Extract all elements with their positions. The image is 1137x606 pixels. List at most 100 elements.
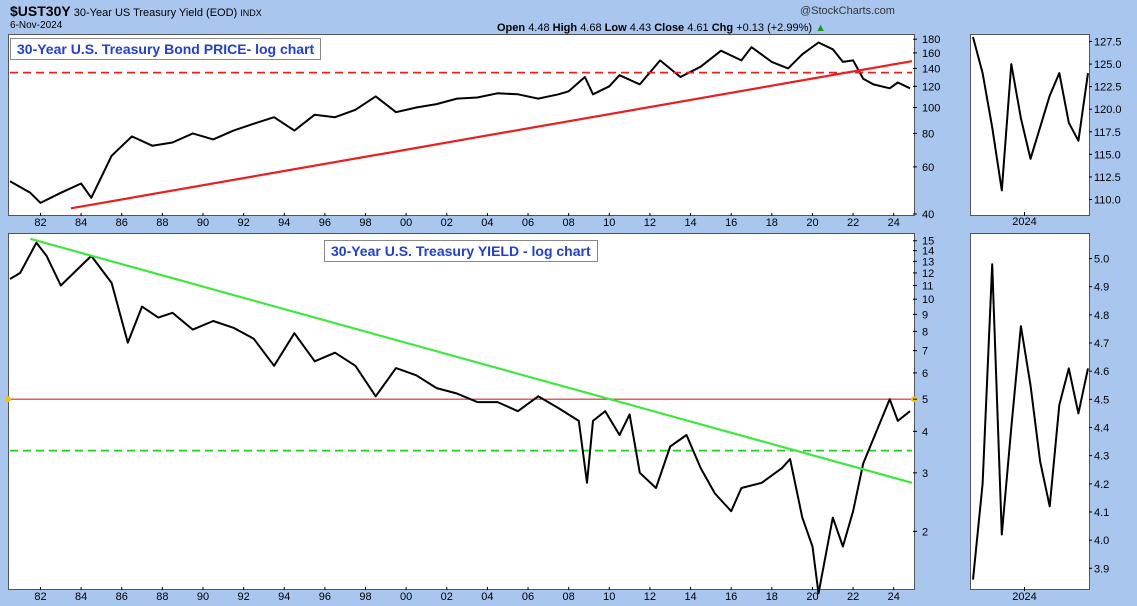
- yield-xtick-label: 98: [359, 591, 371, 603]
- open-label: Open: [497, 22, 526, 34]
- price-xtick-label: 84: [75, 217, 87, 229]
- price-xtick-label: 20: [806, 217, 818, 229]
- price-ytick-label: 40: [922, 209, 934, 221]
- price-ytick-label: 160: [922, 48, 940, 60]
- price-ytick-label: 140: [922, 63, 940, 75]
- yield-xtick-label: 02: [441, 591, 453, 603]
- yield-xtick-label: 06: [522, 591, 534, 603]
- price-xtick-label: 02: [441, 217, 453, 229]
- yield-ytick-label: 5: [922, 394, 928, 406]
- yield-xtick-label: 04: [481, 591, 493, 603]
- price-xtick-label: 00: [400, 217, 412, 229]
- yield-mini-ytick-label: 4.3: [1094, 451, 1109, 463]
- yield-mini-series-line: [972, 263, 1089, 580]
- price-xtick-label: 12: [644, 217, 656, 229]
- yield-xtick-label: 12: [644, 591, 656, 603]
- yield-ytick-label: 6: [922, 368, 928, 380]
- price-xtick-label: 22: [847, 217, 859, 229]
- low-value: 4.43: [629, 22, 652, 34]
- yield-xtick-label: 90: [197, 591, 209, 603]
- low-label: Low: [604, 22, 627, 34]
- yield-mini-ytick-label: 4.7: [1094, 338, 1109, 350]
- yield-xtick-label: 18: [766, 591, 778, 603]
- price-mini-ytick-label: 122.5: [1094, 82, 1122, 94]
- yield-mini-panel: [970, 233, 1090, 590]
- yield-xtick-label: 94: [278, 591, 290, 603]
- yield-ytick-label: 7: [922, 346, 928, 358]
- price-mini-ytick-label: 115.0: [1094, 149, 1121, 161]
- yield-ytick-label: 8: [922, 326, 928, 338]
- yield-xtick-label: 08: [563, 591, 575, 603]
- price-xtick-label: 90: [197, 217, 209, 229]
- price-mini-ytick-label: 125.0: [1094, 59, 1122, 71]
- yield-ytick-label: 15: [922, 236, 934, 248]
- price-trendline: [70, 60, 913, 210]
- yield-ytick-label: 9: [922, 309, 928, 321]
- yield-mini-ytick-label: 4.4: [1094, 422, 1109, 434]
- exchange: INDX: [240, 8, 262, 18]
- yield-xtick-label: 96: [319, 591, 331, 603]
- ohlc-readout: Open 4.48 High 4.68 Low 4.43 Close 4.61 …: [497, 22, 826, 34]
- chart-header: $UST30Y 30-Year US Treasury Yield (EOD) …: [10, 3, 262, 19]
- price-xtick-label: 08: [563, 217, 575, 229]
- price-xtick-label: 10: [603, 217, 615, 229]
- symbol: $UST30Y: [10, 3, 71, 19]
- price-xtick-label: 88: [156, 217, 168, 229]
- yield-chart-title: 30-Year U.S. Treasury YIELD - log chart: [324, 240, 598, 262]
- price-mini-ytick-label: 120.0: [1094, 104, 1122, 116]
- price-ytick-label: 60: [922, 162, 934, 174]
- yield-xtick-label: 24: [888, 591, 900, 603]
- yield-mini-ytick-label: 4.9: [1094, 282, 1109, 294]
- yield-xtick-label: 10: [603, 591, 615, 603]
- price-ytick-label: 180: [922, 34, 940, 46]
- price-xtick-label: 06: [522, 217, 534, 229]
- yield-ytick-label: 11: [922, 280, 933, 292]
- chart-date: 6-Nov-2024: [10, 20, 63, 31]
- yield-ytick-label: 4: [922, 426, 928, 438]
- price-mini-series-line: [972, 36, 1089, 192]
- price-panel: [8, 34, 915, 216]
- yield-series-line: [9, 241, 911, 595]
- yield-mini-ytick-label: 4.8: [1094, 310, 1109, 322]
- up-arrow-icon: ▲: [815, 22, 826, 34]
- yield-xtick-label: 86: [116, 591, 128, 603]
- yield-xtick-label: 92: [238, 591, 250, 603]
- yield-xtick-label: 16: [725, 591, 737, 603]
- close-label: Close: [654, 22, 685, 34]
- chg-value: +0.13 (+2.99%): [736, 22, 813, 34]
- yield-mini-ytick-label: 4.5: [1094, 394, 1109, 406]
- yield-xtick-label: 82: [34, 591, 46, 603]
- yield-xtick-label: 00: [400, 591, 412, 603]
- price-xtick-label: 96: [319, 217, 331, 229]
- yield-ytick-label: 13: [922, 256, 934, 268]
- symbol-name: 30-Year US Treasury Yield (EOD): [73, 7, 238, 19]
- price-mini-ytick-label: 127.5: [1094, 37, 1122, 49]
- price-xtick-label: 86: [116, 217, 128, 229]
- yield-xtick-label: 22: [847, 591, 859, 603]
- yield-xtick-label: 14: [684, 591, 696, 603]
- source-credit: @StockCharts.com: [800, 5, 895, 17]
- yield-mini-ytick-label: 4.1: [1094, 507, 1109, 519]
- yield-ref-marker-left: [5, 396, 11, 403]
- yield-mini-ytick-label: 5.0: [1094, 254, 1109, 266]
- price-xtick-label: 92: [238, 217, 250, 229]
- chg-label: Chg: [711, 22, 734, 34]
- price-xtick-label: 82: [34, 217, 46, 229]
- yield-mini-ytick-label: 4.6: [1094, 366, 1109, 378]
- price-mini-ytick-label: 110.0: [1094, 194, 1121, 206]
- yield-mini-xtick-label: 2024: [1012, 591, 1036, 603]
- yield-trendline: [30, 237, 913, 484]
- price-series-line: [9, 41, 911, 204]
- price-xtick-label: 14: [684, 217, 696, 229]
- yield-xtick-label: 84: [75, 591, 87, 603]
- high-label: High: [552, 22, 578, 34]
- yield-ytick-label: 10: [922, 294, 934, 306]
- price-xtick-label: 24: [888, 217, 900, 229]
- yield-panel: [8, 233, 915, 590]
- price-mini-ytick-label: 112.5: [1094, 172, 1121, 184]
- price-xtick-label: 18: [766, 217, 778, 229]
- price-ytick-label: 100: [922, 103, 940, 115]
- price-chart-title: 30-Year U.S. Treasury Bond PRICE- log ch…: [10, 38, 322, 60]
